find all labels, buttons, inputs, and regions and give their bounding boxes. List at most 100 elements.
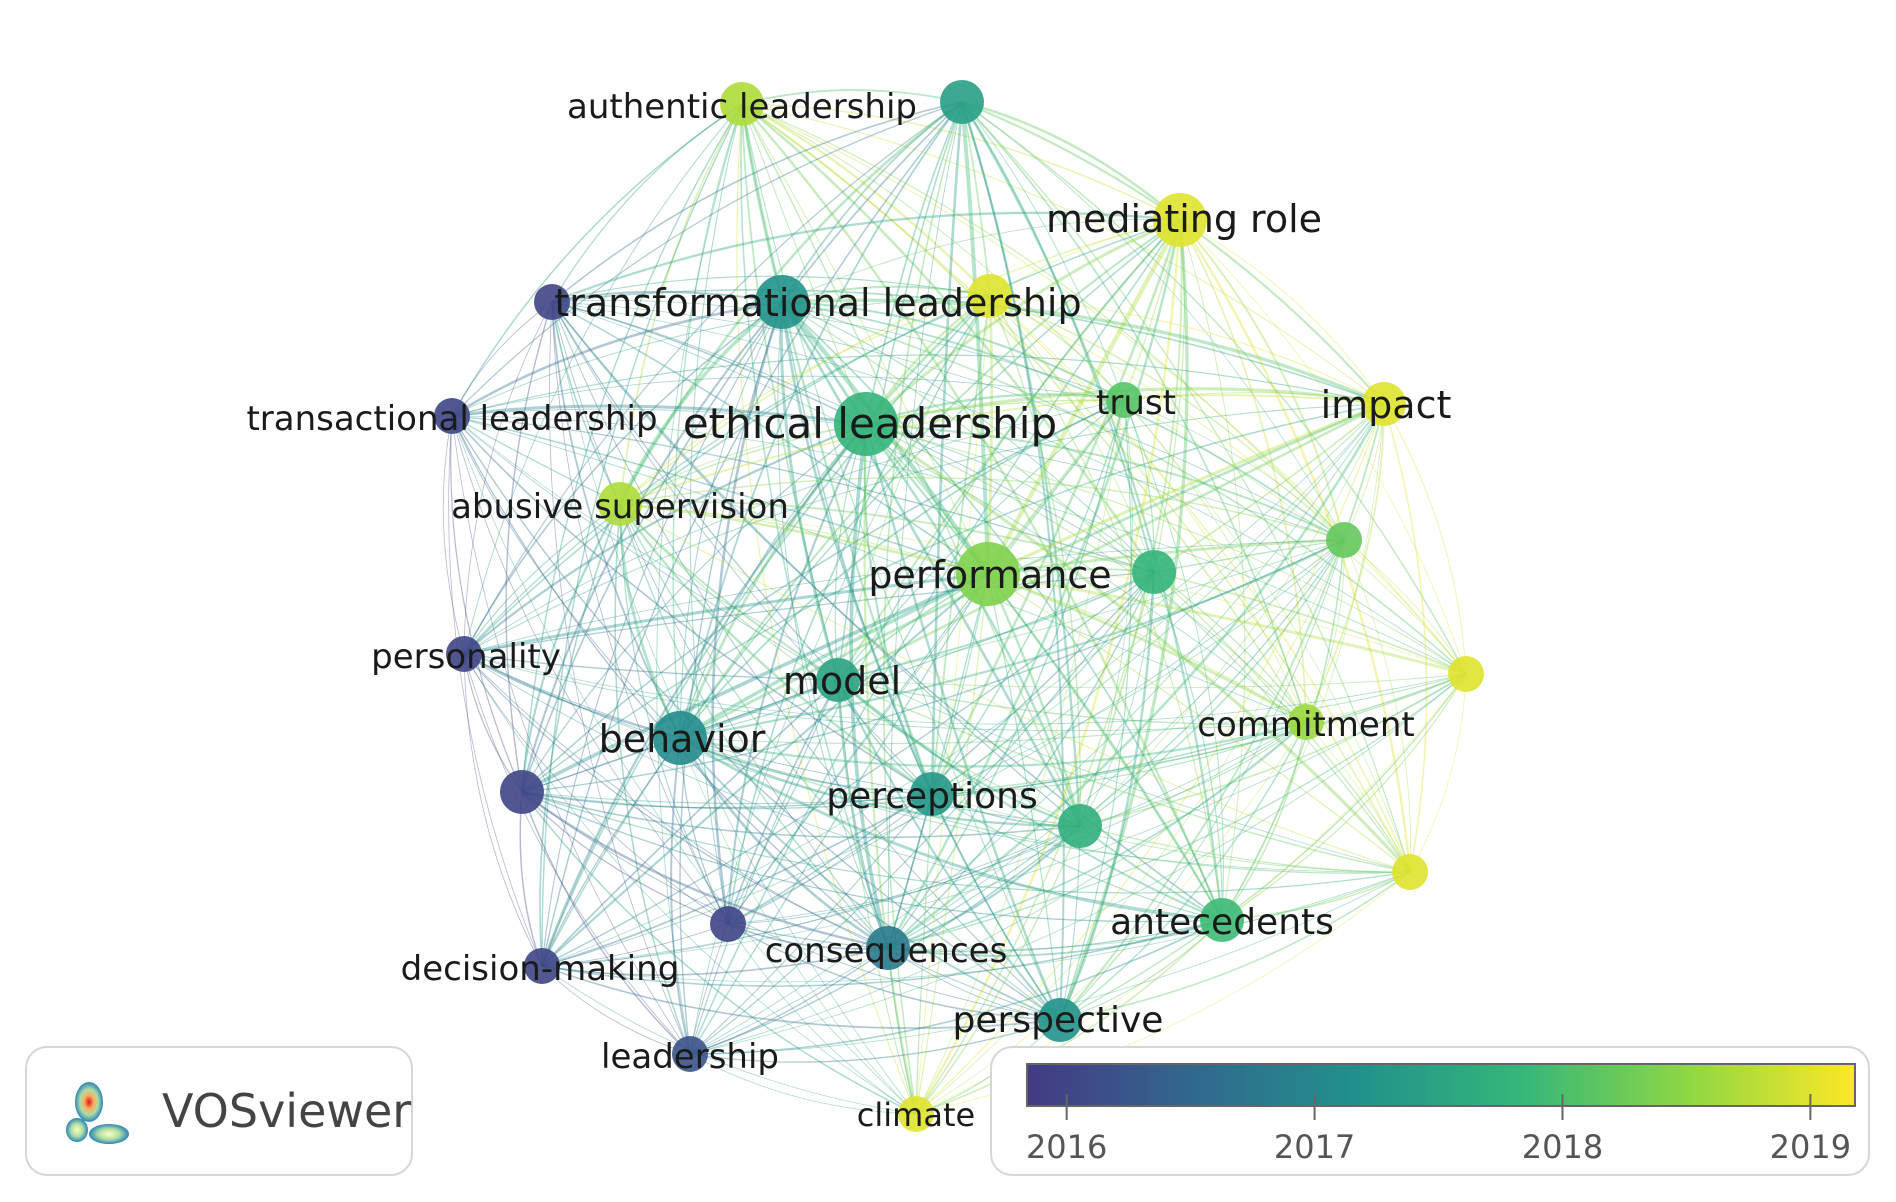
edge-right-green-2-climate — [915, 539, 1345, 1115]
edge-trust-bottom-right-yellow — [1123, 399, 1411, 873]
label-trust[interactable]: trust — [1096, 383, 1176, 423]
edge-bottom-right-yellow-consequences — [887, 871, 1411, 951]
label-abusive-supervision[interactable]: abusive supervision — [451, 487, 789, 527]
edge-far-right-yellow-leadership — [689, 673, 1467, 1055]
label-consequences[interactable]: consequences — [765, 931, 1008, 971]
edge-mediating-role-perceptions-right — [1079, 219, 1183, 827]
node-decision-making[interactable] — [524, 948, 560, 984]
edge-transformational-leadership-perceptions-right — [780, 301, 1082, 827]
label-transactional-leadership[interactable]: transactional leadership — [246, 399, 657, 439]
node-bottom-purple[interactable] — [710, 906, 746, 942]
node-perceptions[interactable] — [910, 772, 954, 816]
label-personality[interactable]: personality — [371, 637, 561, 677]
edge-top-unlabeled-consequences — [887, 101, 963, 949]
label-impact[interactable]: impact — [1321, 383, 1452, 427]
node-tl-purple[interactable] — [534, 284, 570, 320]
edge-personality-bottom-purple — [463, 653, 729, 925]
edge-transactional-leadership-trust — [451, 375, 1125, 417]
edge-abusive-supervision-right-green-1 — [619, 501, 1155, 573]
edge-behavior-climate — [679, 737, 917, 1115]
label-model[interactable]: model — [783, 659, 901, 703]
node-commitment[interactable] — [1288, 704, 1324, 740]
edge-right-green-2-perspective — [1059, 539, 1345, 1021]
edge-transactional-leadership-left-purple — [450, 415, 523, 793]
edge-performance-leadership — [689, 573, 989, 1055]
edge-transformational-yellow-tl-purple — [551, 275, 991, 303]
node-leadership[interactable] — [672, 1036, 708, 1072]
edge-left-purple-decision-making — [519, 791, 543, 967]
node-authentic-leadership[interactable] — [720, 82, 764, 126]
label-commitment[interactable]: commitment — [1197, 705, 1414, 745]
edge-authentic-leadership-bottom-right-yellow — [741, 103, 1411, 873]
label-antecedents[interactable]: antecedents — [1110, 902, 1334, 943]
edge-performance-bottom-purple — [727, 573, 989, 925]
node-bottom-right-yellow[interactable] — [1392, 854, 1428, 890]
edge-ethical-leadership-right-green-1 — [865, 423, 1155, 573]
node-far-right-yellow[interactable] — [1448, 656, 1484, 692]
edge-authentic-leadership-commitment — [741, 103, 1307, 723]
edge-impact-perspective — [1059, 403, 1385, 1021]
edge-perceptions-decision-making — [541, 793, 933, 967]
label-transformational-leadership[interactable]: transformational leadership — [554, 281, 1081, 325]
edge-ethical-leadership-right-green-2 — [865, 422, 1345, 541]
edge-performance-commitment — [987, 572, 1307, 724]
node-abusive-supervision[interactable] — [598, 482, 642, 526]
node-climate[interactable] — [898, 1096, 934, 1132]
edge-transformational-leadership-leadership — [679, 301, 783, 1055]
node-ethical-leadership[interactable] — [834, 392, 898, 456]
edge-top-unlabeled-personality — [463, 101, 963, 655]
node-antecedents[interactable] — [1200, 898, 1244, 942]
label-ethical-leadership[interactable]: ethical leadership — [683, 399, 1057, 448]
edge-bottom-purple-decision-making — [541, 923, 729, 967]
edge-transformational-yellow-decision-making — [541, 295, 991, 967]
edge-commitment-perceptions — [931, 721, 1307, 795]
edge-decision-making-climate — [541, 965, 917, 1115]
node-model[interactable] — [816, 658, 860, 702]
node-transactional-leadership[interactable] — [434, 398, 470, 434]
edge-transactional-leadership-commitment — [451, 415, 1307, 723]
node-right-green-2[interactable] — [1326, 522, 1362, 558]
node-perceptions-right[interactable] — [1058, 804, 1102, 848]
edge-perceptions-right-bottom-right-yellow — [1079, 825, 1411, 873]
legend-tick-label-2018: 2018 — [1522, 1128, 1603, 1166]
edge-abusive-supervision-bottom-right-yellow — [619, 503, 1411, 873]
edge-trust-far-right-yellow — [1123, 399, 1467, 675]
edge-ethical-leadership-perceptions-right — [864, 423, 1082, 827]
label-authentic-leadership[interactable]: authentic leadership — [567, 87, 917, 127]
label-decision-making[interactable]: decision-making — [401, 949, 680, 989]
edge-authentic-leadership-personality — [463, 103, 743, 655]
edge-trust-perspective — [1059, 399, 1132, 1021]
node-impact[interactable] — [1362, 382, 1406, 426]
edge-right-green-1-right-green-2 — [1153, 539, 1345, 573]
edge-top-unlabeled-commitment — [961, 101, 1307, 723]
node-transformational-leadership[interactable] — [755, 275, 809, 329]
node-performance[interactable] — [956, 542, 1020, 606]
node-top-unlabeled[interactable] — [940, 80, 984, 124]
node-mediating-role[interactable] — [1153, 193, 1207, 247]
node-right-green-1[interactable] — [1132, 550, 1176, 594]
node-transformational-yellow[interactable] — [968, 274, 1012, 318]
label-mediating-role[interactable]: mediating role — [1046, 197, 1322, 241]
label-climate[interactable]: climate — [857, 1096, 975, 1134]
edge-top-unlabeled-bottom-right-yellow — [961, 101, 1411, 873]
edge-authentic-leadership-consequences — [740, 103, 889, 949]
node-personality[interactable] — [446, 636, 482, 672]
edge-tl-purple-performance — [551, 301, 989, 575]
edge-trust-behavior — [679, 399, 1125, 739]
node-left-purple[interactable] — [500, 770, 544, 814]
label-perceptions[interactable]: perceptions — [826, 776, 1038, 817]
edge-model-climate — [837, 679, 917, 1115]
label-behavior[interactable]: behavior — [599, 717, 766, 761]
edge-mediating-role-ethical-leadership — [865, 218, 1181, 426]
node-perspective[interactable] — [1038, 998, 1082, 1042]
edge-transformational-yellow-far-right-yellow — [989, 295, 1467, 675]
node-consequences[interactable] — [866, 926, 910, 970]
node-trust[interactable] — [1106, 382, 1142, 418]
label-performance[interactable]: performance — [868, 553, 1111, 597]
edge-right-green-2-model — [837, 539, 1345, 681]
label-perspective[interactable]: perspective — [953, 1000, 1164, 1041]
label-leadership[interactable]: leadership — [601, 1037, 779, 1077]
edge-authentic-leadership-perceptions — [740, 103, 934, 795]
node-behavior[interactable] — [653, 711, 707, 765]
